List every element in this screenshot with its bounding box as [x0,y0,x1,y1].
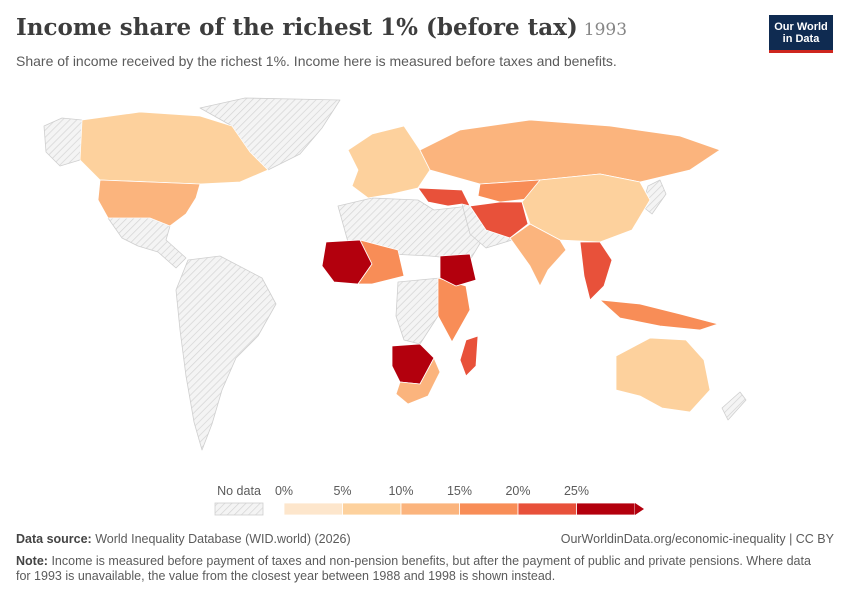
legend-tick-label-2: 10% [388,484,413,498]
legend-swatch-5[interactable] [576,502,636,516]
legend-no-data-label: No data [217,484,261,498]
region-indonesia[interactable] [599,299,719,331]
legend-bins: 0% 5% 10% 15% 20% 25% [275,484,644,516]
legend-swatch-0[interactable] [283,502,343,516]
owid-logo[interactable]: Our World in Data [769,15,833,53]
legend-no-data: No data [214,484,264,516]
legend-tick-label-4: 20% [505,484,530,498]
data-source: Data source: World Inequality Database (… [16,532,351,546]
year-label: 1993 [583,20,628,40]
legend-arrow [635,503,644,515]
source-url[interactable]: OurWorldinData.org/economic-inequality |… [560,532,834,546]
region-ethiopia[interactable] [439,253,477,287]
logo-line-2: in Data [782,33,820,45]
region-alaska[interactable] [43,117,83,167]
legend-tick-label-5: 25% [564,484,589,498]
region-central-africa[interactable] [395,277,441,345]
region-australia[interactable] [615,337,711,413]
color-legend: No data 0% 5% 10% 15% 20% 25% [214,484,644,516]
region-europe[interactable] [347,125,431,199]
region-china[interactable] [521,173,651,243]
region-india[interactable] [509,223,567,287]
legend-swatch-2[interactable] [400,502,460,516]
chart-header: Income share of the richest 1% (before t… [16,14,627,41]
region-middle-east[interactable] [417,187,471,207]
legend-swatch-1[interactable] [342,502,402,516]
legend-tick-label-0: 0% [275,484,293,498]
region-west-africa-east[interactable] [357,239,405,285]
region-south-africa[interactable] [395,357,441,405]
region-canada[interactable] [79,111,269,185]
note-text: Income is measured before payment of tax… [16,554,811,583]
region-south-america[interactable] [175,255,277,451]
data-source-label: Data source: [16,532,92,546]
legend-swatch-4[interactable] [517,502,577,516]
chart-subtitle: Share of income received by the richest … [16,53,617,69]
region-mexico-central-america[interactable] [107,217,187,269]
logo-line-1: Our World [774,21,828,33]
region-east-africa[interactable] [437,277,471,343]
legend-tick-label-3: 15% [447,484,472,498]
region-usa[interactable] [97,179,201,227]
data-source-text: World Inequality Database (WID.world) (2… [95,532,351,546]
note-label: Note: [16,554,48,568]
footer-note: Note: Income is measured before payment … [16,554,816,584]
legend-no-data-swatch [214,502,264,516]
legend-swatch-3[interactable] [459,502,519,516]
region-russia[interactable] [419,119,721,185]
region-new-zealand[interactable] [721,391,747,421]
legend-tick-label-1: 5% [333,484,351,498]
region-madagascar[interactable] [459,335,479,377]
chart-title: Income share of the richest 1% (before t… [16,14,578,41]
world-map [43,97,747,451]
region-southeast-asia[interactable] [579,241,613,301]
region-central-asia[interactable] [477,179,541,203]
region-iran[interactable] [469,201,529,239]
